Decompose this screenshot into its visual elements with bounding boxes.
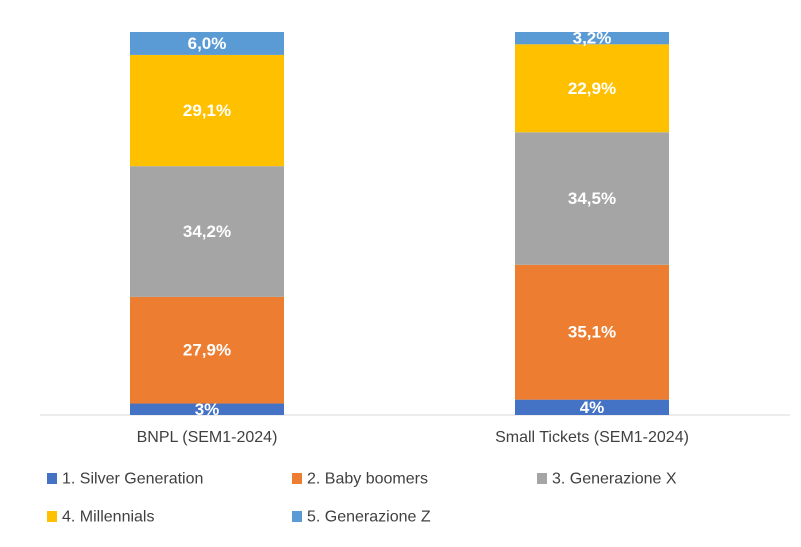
data-label-4-millennials-2: 22,9% — [568, 79, 616, 98]
legend-label-1-silver-generation: 1. Silver Generation — [62, 471, 203, 488]
bar-segment-4-millennials-2 — [515, 44, 669, 133]
legend-swatch-1-silver-generation — [47, 473, 57, 484]
data-labels-layer: 3% 27,9% 34,2% 29,1% 6,0% 4% 35,1% 34,5% 22,9% 3,… — [183, 29, 616, 419]
bars-layer — [130, 32, 669, 415]
bar-segment-2-baby-boomers-1 — [130, 296, 284, 404]
legend-label-2-baby-boomers: 2. Baby boomers — [307, 471, 428, 488]
legend-label-5-generazione-z: 5. Generazione Z — [307, 509, 431, 526]
category-labels: BNPL (SEM1-2024) Small Tickets (SEM1-2024… — [137, 429, 689, 446]
data-label-4-millennials-1: 29,1% — [183, 101, 231, 120]
bar-segment-3-generazione-x-2 — [515, 132, 669, 265]
legend-label-4-millennials: 4. Millennials — [62, 509, 154, 526]
bar-segment-1-silver-generation-2 — [515, 399, 669, 415]
legend-swatch-5-generazione-z — [292, 511, 302, 522]
legend-swatch-4-millennials — [47, 511, 57, 522]
data-label-3-generazione-x-1: 34,2% — [183, 222, 231, 241]
data-label-2-baby-boomers-2: 35,1% — [568, 323, 616, 342]
bar-segment-5-generazione-z-1 — [130, 32, 284, 55]
legend-swatch-2-baby-boomers — [292, 473, 302, 484]
bar-segment-5-generazione-z-2 — [515, 32, 669, 45]
category-label-1: BNPL (SEM1-2024) — [137, 429, 278, 446]
data-label-1-silver-generation-1: 3% — [195, 400, 220, 419]
category-label-2: Small Tickets (SEM1-2024) — [495, 429, 689, 446]
bar-segment-2-baby-boomers-2 — [515, 264, 669, 400]
bar-segment-1-silver-generation-1 — [130, 403, 284, 415]
legend-label-3-generazione-x: 3. Generazione X — [552, 471, 677, 488]
data-label-5-generazione-z-2: 3,2% — [573, 29, 612, 48]
bar-segment-3-generazione-x-1 — [130, 166, 284, 297]
data-label-1-silver-generation-2: 4% — [580, 398, 605, 417]
legend: 1. Silver Generation 2. Baby boomers 3. Ge… — [47, 471, 677, 526]
legend-swatch-3-generazione-x — [537, 473, 547, 484]
data-label-2-baby-boomers-1: 27,9% — [183, 341, 231, 360]
data-label-5-generazione-z-1: 6,0% — [188, 34, 227, 53]
bar-segment-4-millennials-1 — [130, 54, 284, 167]
data-label-3-generazione-x-2: 34,5% — [568, 189, 616, 208]
